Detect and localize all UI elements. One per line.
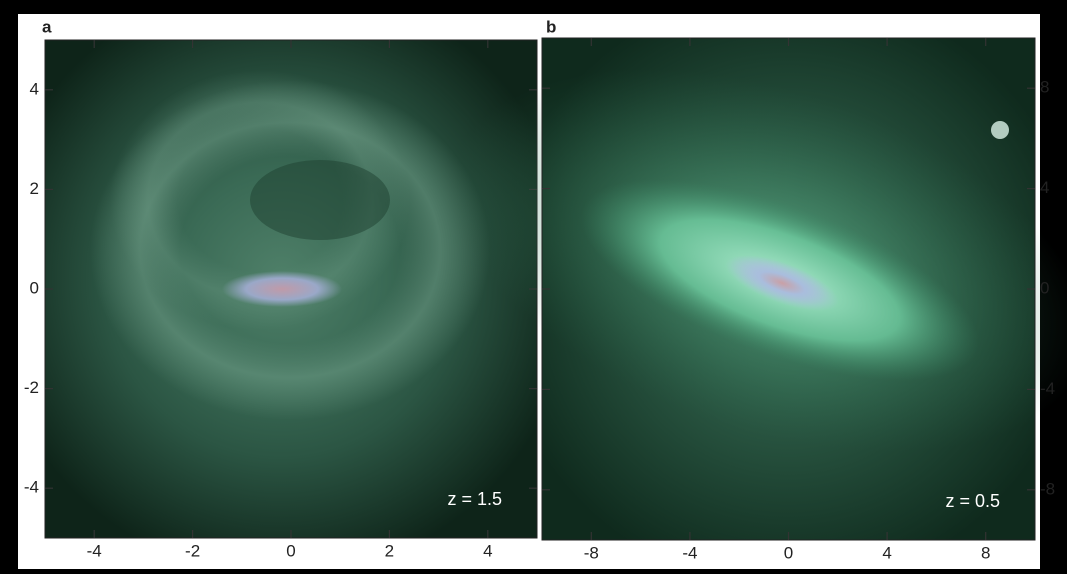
void bbox=[250, 160, 390, 240]
x-tick-label: 2 bbox=[385, 541, 394, 560]
y-tick-label: -4 bbox=[1040, 379, 1055, 398]
x-tick-label: -4 bbox=[87, 541, 102, 560]
y-tick-label: -4 bbox=[24, 478, 39, 497]
y-tick-label: 8 bbox=[1040, 78, 1049, 97]
y-tick-label: -8 bbox=[1040, 479, 1055, 498]
panel: -4 -2 0 2 4 -4 -2 0 2 4 a z = 1.5 bbox=[24, 17, 538, 560]
annotation: z = 1.5 bbox=[447, 489, 502, 509]
x-tick-label: 0 bbox=[784, 543, 793, 562]
y-tick-label: 0 bbox=[30, 278, 39, 297]
x-tick-label: -2 bbox=[185, 541, 200, 560]
bulge bbox=[725, 255, 839, 311]
panel-label: a bbox=[42, 17, 52, 36]
x-tick-label: -4 bbox=[682, 543, 697, 562]
x-tick-label: -8 bbox=[584, 543, 599, 562]
galaxy-core bbox=[222, 271, 342, 307]
y-tick-label: 4 bbox=[30, 79, 39, 98]
panel-label: b bbox=[546, 17, 556, 36]
annotation: z = 0.5 bbox=[945, 491, 1000, 511]
x-tick-label: 0 bbox=[286, 541, 295, 560]
y-tick-label: 0 bbox=[1040, 278, 1049, 297]
y-tick-label: 2 bbox=[30, 179, 39, 198]
y-tick-label: -2 bbox=[24, 378, 39, 397]
x-tick-label: 8 bbox=[981, 543, 990, 562]
y-tick-label: 4 bbox=[1040, 178, 1049, 197]
panel: -8 -4 0 4 8 -8 -4 0 4 8 b z = 0.5 bbox=[451, 17, 1067, 562]
x-tick-label: 4 bbox=[483, 541, 492, 560]
satellite bbox=[991, 121, 1009, 139]
panels: -4 -2 0 2 4 -4 -2 0 2 4 a z = 1.5 -8 -4 0 4 8 -8 -4 0 4 8 b z =… bbox=[24, 17, 1067, 562]
x-tick-label: 4 bbox=[882, 543, 891, 562]
